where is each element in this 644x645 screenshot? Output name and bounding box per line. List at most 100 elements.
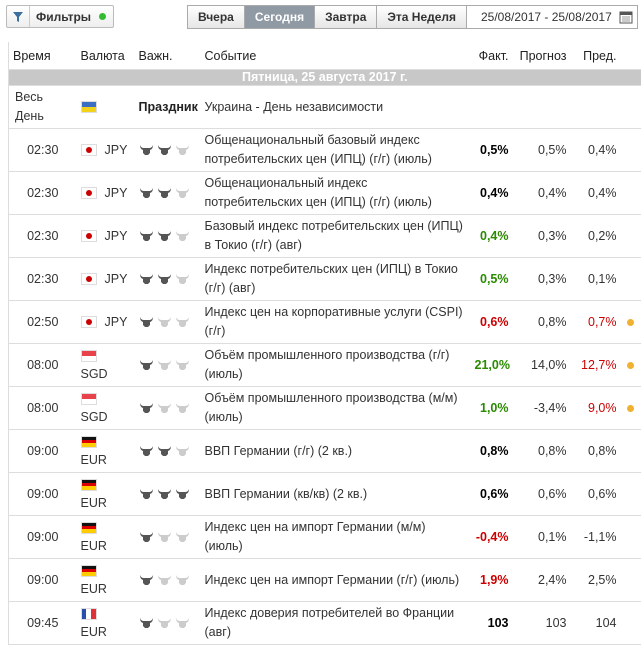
event-alert-cell — [620, 214, 641, 258]
importance-bull — [139, 403, 153, 414]
flag-dot — [85, 276, 92, 283]
flag-stripe — [81, 572, 96, 576]
importance-bull — [139, 532, 153, 543]
event-importance — [134, 128, 201, 172]
currency-code: JPY — [104, 314, 128, 329]
column-header: Важн. — [134, 42, 201, 70]
flag-stripe — [90, 608, 96, 619]
bull-shape — [139, 188, 153, 199]
importance-bull — [175, 532, 189, 543]
flag — [80, 101, 97, 114]
event-importance — [134, 558, 201, 602]
event-importance — [134, 300, 201, 344]
event-time: 09:00 — [8, 429, 77, 473]
flag — [80, 607, 97, 620]
event-row: 09:00 EUR ВВП Германии (г/г) (2 кв.) 0,8% 0,… — [8, 429, 641, 473]
holiday-event: Украина - День независимости — [200, 85, 641, 129]
event-alert-cell — [620, 601, 641, 645]
bull-shape — [139, 231, 153, 242]
importance-bull — [175, 618, 189, 629]
event-forecast: 0,6% — [512, 472, 571, 516]
importance-bull — [157, 575, 171, 586]
flag — [80, 316, 97, 329]
filter-label: Фильтры — [36, 9, 92, 24]
event-importance — [134, 601, 201, 645]
filter-status — [99, 13, 107, 20]
date-range[interactable]: 25/08/2017 - 25/08/2017 — [466, 5, 638, 29]
flag-stripe — [81, 102, 96, 108]
flag-stripe — [81, 436, 96, 441]
event-name: Базовый индекс потребительских цен (ИПЦ)… — [200, 214, 471, 258]
event-actual: 0,8% — [470, 429, 513, 473]
column-header: Прогноз — [512, 42, 571, 70]
importance-bull — [139, 188, 153, 199]
flag — [80, 187, 97, 200]
bull-shape — [139, 575, 153, 586]
event-previous: 0,2% — [570, 214, 621, 258]
tab[interactable]: Вчера — [187, 5, 245, 29]
importance-bull — [175, 489, 189, 500]
event-name: Индекс цен на импорт Германии (м/м) (июл… — [200, 515, 471, 559]
flag-stripe — [81, 529, 96, 533]
bull-shape — [175, 403, 189, 414]
event-forecast: 0,8% — [512, 300, 571, 344]
event-time: 09:00 — [8, 558, 77, 602]
event-actual: 1,9% — [470, 558, 513, 602]
currency-code: EUR — [80, 453, 107, 467]
flag — [80, 349, 97, 362]
event-previous: 0,8% — [570, 429, 621, 473]
event-actual: -0,4% — [470, 515, 513, 559]
importance-bull — [139, 145, 153, 156]
importance-bull — [139, 575, 153, 586]
currency-code: JPY — [104, 185, 128, 200]
flag — [80, 564, 97, 577]
bull-shape — [157, 317, 171, 328]
event-time: 08:00 — [8, 386, 77, 430]
importance-bull — [175, 360, 189, 371]
importance-bull — [139, 360, 153, 371]
tab[interactable]: Завтра — [314, 5, 378, 29]
bull-shape — [157, 446, 171, 457]
flag-stripe — [81, 350, 96, 356]
flag-stripe — [81, 393, 96, 399]
filter-button[interactable]: Фильтры — [6, 5, 114, 28]
column-header: Событие — [200, 42, 471, 70]
importance-bull — [157, 231, 171, 242]
event-previous: 0,7% — [570, 300, 621, 344]
event-forecast: 0,3% — [512, 257, 571, 301]
bull-shape — [139, 403, 153, 414]
flag-stripe — [81, 398, 96, 404]
bull-shape — [175, 145, 189, 156]
event-alert-cell — [620, 128, 641, 172]
event-importance — [134, 386, 201, 430]
tab[interactable]: Сегодня — [243, 5, 316, 29]
bull-shape — [175, 360, 189, 371]
event-importance — [134, 257, 201, 301]
event-row: 02:30 JPY Общенациональный базовый индекс … — [8, 128, 641, 172]
importance-bull — [139, 317, 153, 328]
flag-stripe — [81, 526, 96, 530]
event-time: 02:50 — [8, 300, 77, 344]
importance-bull — [139, 446, 153, 457]
bull-shape — [175, 618, 189, 629]
tab[interactable]: Эта Неделя — [376, 5, 468, 29]
flag — [80, 392, 97, 405]
event-time: 08:00 — [8, 343, 77, 387]
importance-bull — [157, 188, 171, 199]
bull-shape — [175, 231, 189, 242]
event-forecast: -3,4% — [512, 386, 571, 430]
event-time: 09:45 — [8, 601, 77, 645]
bull-shape — [175, 188, 189, 199]
event-previous: 2,5% — [570, 558, 621, 602]
importance-bull — [157, 360, 171, 371]
importance-bull — [157, 446, 171, 457]
bull-shape — [157, 618, 171, 629]
event-importance — [134, 214, 201, 258]
event-currency: JPY — [76, 171, 135, 215]
revision-dot — [627, 361, 634, 369]
day-row: Пятница, 25 августа 2017 г. — [8, 69, 641, 86]
event-previous: -1,1% — [570, 515, 621, 559]
event-alert-cell — [620, 558, 641, 602]
importance-bull — [139, 618, 153, 629]
event-name: Индекс доверия потребителей во Франции (… — [200, 601, 471, 645]
